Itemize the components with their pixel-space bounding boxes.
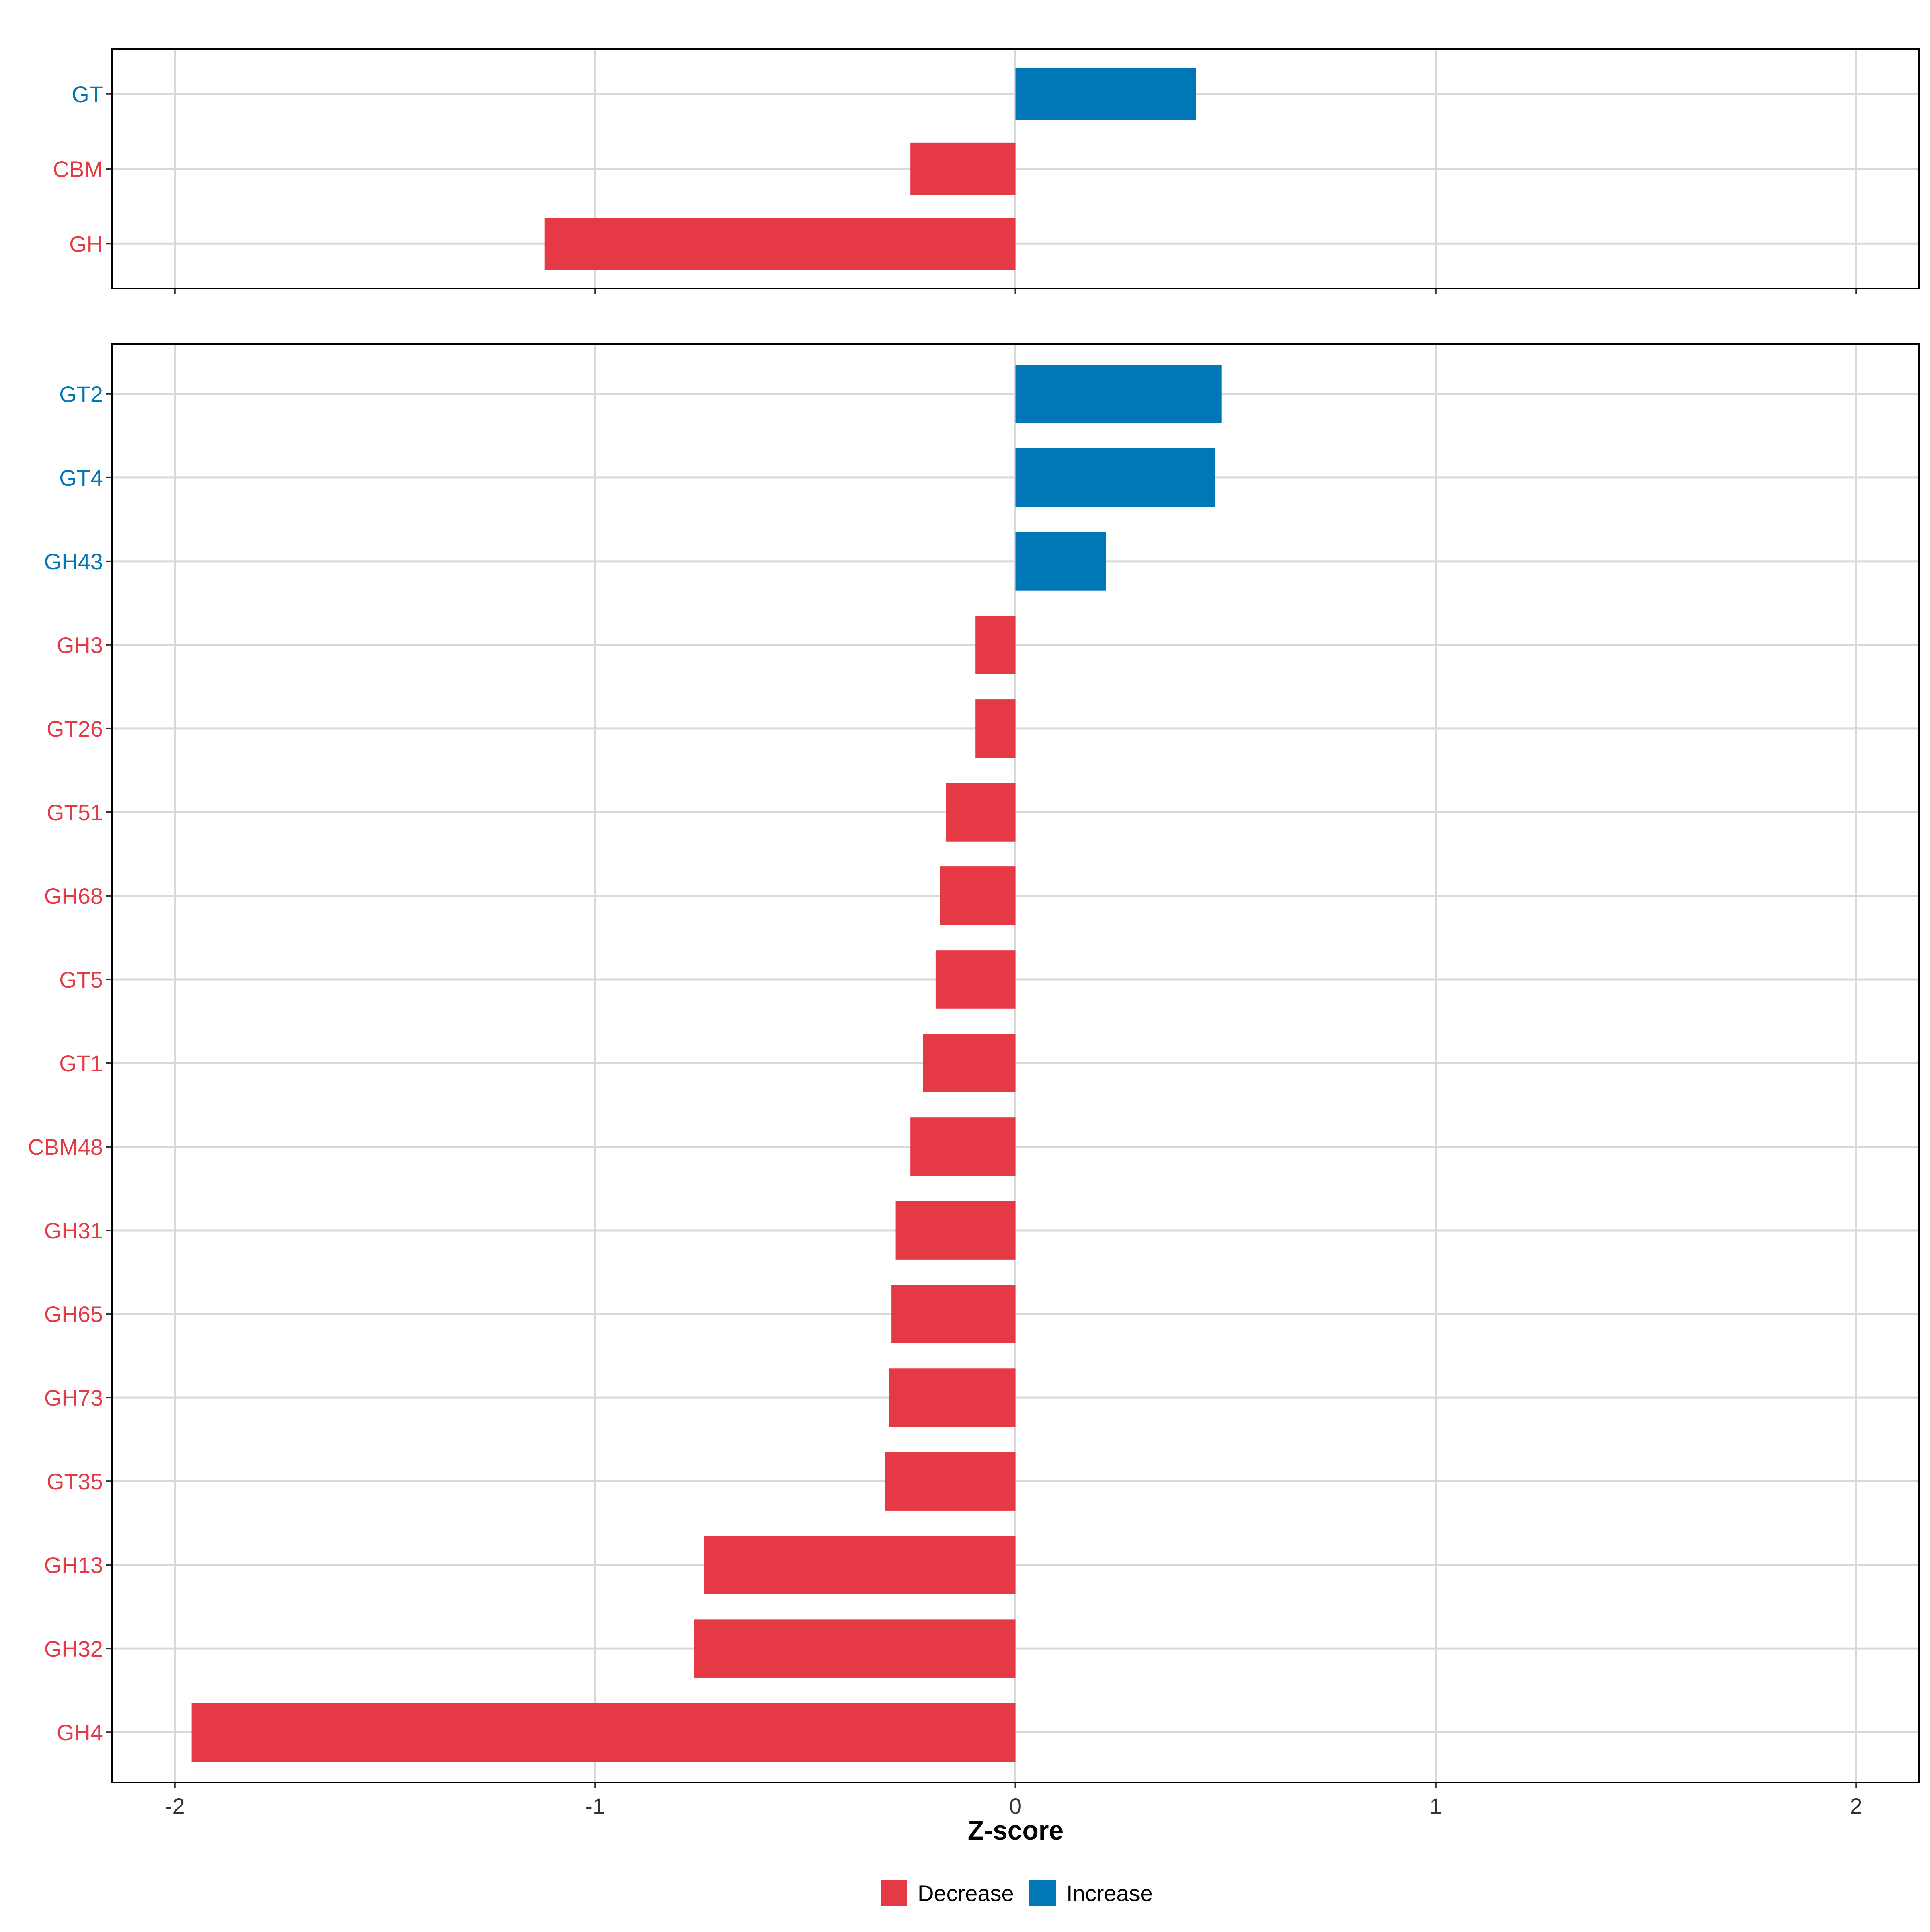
bar-cbm (910, 142, 1016, 195)
panel-top: GT CBM GH (53, 48, 1920, 294)
y-tick-label: CBM48 (28, 1134, 103, 1160)
bar-gh3 (975, 616, 1016, 674)
y-tick-label: GH (69, 231, 103, 257)
y-tick-label: GT2 (59, 382, 103, 407)
x-axis: -2 -1 0 1 2 (165, 1793, 1862, 1819)
y-tick-label: GH65 (44, 1302, 103, 1327)
y-tick-label: GT1 (59, 1051, 103, 1076)
panel-bottom: GT2 GT4 GH43 GH3 GT26 GT51 GH68 GT5 GT1 CBM48 GH31… (28, 343, 1920, 1788)
y-tick-label: GT35 (47, 1469, 103, 1494)
x-tick-label: 2 (1850, 1793, 1862, 1819)
panel-border (111, 48, 1920, 289)
bar-gt5 (935, 950, 1016, 1009)
y-tick-label: GH3 (57, 632, 103, 658)
bar-gt1 (923, 1034, 1016, 1092)
bar-gh32 (694, 1619, 1016, 1678)
bar-gt4 (1015, 448, 1215, 507)
y-tick-label: GT4 (59, 465, 103, 491)
x-tick-label: -1 (585, 1793, 605, 1819)
bar-gh4 (191, 1703, 1016, 1762)
y-tick-label: GH31 (44, 1218, 103, 1243)
bar-gt35 (885, 1452, 1016, 1511)
bar-gh31 (895, 1201, 1016, 1260)
legend-key-increase (1029, 1880, 1056, 1906)
bar-gh43 (1015, 532, 1106, 591)
y-tick-label: GH43 (44, 549, 103, 574)
y-tick-label: GT51 (47, 800, 103, 825)
legend-label-increase: Increase (1066, 1881, 1153, 1906)
bar-gt (1015, 68, 1196, 120)
x-tick-label: 0 (1009, 1793, 1022, 1819)
y-tick-label: GH73 (44, 1385, 103, 1411)
panels-layer: GT CBM GH GT2 GT4 GH43 GH3 GT26 GT51 GH68 GT5 GT1 CB… (28, 48, 1920, 1788)
bar-gh (544, 218, 1016, 270)
legend-label-decrease: Decrease (918, 1881, 1014, 1906)
y-tick-label: GT5 (59, 967, 103, 992)
bar-gh13 (704, 1536, 1016, 1594)
bar-cbm48 (910, 1117, 1016, 1176)
y-tick-label: GH32 (44, 1636, 103, 1661)
x-tick-label: -2 (165, 1793, 185, 1819)
legend-key-decrease (881, 1880, 907, 1906)
x-tick-label: 1 (1429, 1793, 1442, 1819)
bar-gt51 (946, 783, 1016, 842)
panel-border (111, 343, 1920, 1783)
legend: Decrease Increase (881, 1880, 1153, 1906)
y-tick-label: GH13 (44, 1552, 103, 1578)
y-tick-label: GH4 (57, 1720, 103, 1745)
y-tick-label: GT26 (47, 716, 103, 741)
bar-gt26 (975, 699, 1016, 758)
bar-gh73 (889, 1368, 1016, 1427)
y-tick-label: GT (72, 82, 103, 107)
bar-gt2 (1015, 365, 1222, 423)
y-tick-label: CBM (53, 156, 103, 182)
y-tick-label: GH68 (44, 883, 103, 909)
x-axis-label: Z-score (968, 1815, 1064, 1845)
bar-gh65 (891, 1285, 1016, 1343)
bar-gh68 (940, 866, 1016, 925)
